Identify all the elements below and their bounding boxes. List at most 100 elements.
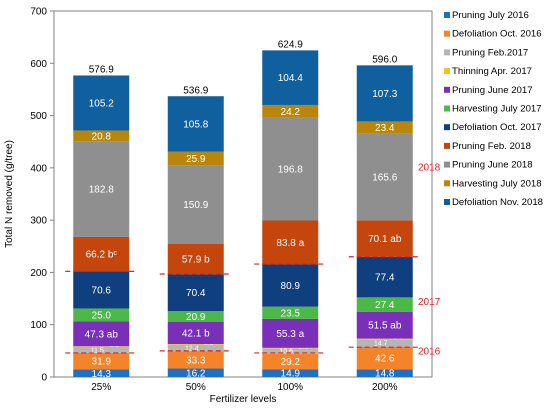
data-label: 23.4 xyxy=(375,123,395,134)
bar-segment xyxy=(262,220,319,265)
bar-segment xyxy=(262,318,319,348)
data-label: 55.3 a xyxy=(276,329,304,340)
legend-swatch xyxy=(444,30,450,37)
data-label: 14.7 xyxy=(374,341,388,348)
data-label: 33.3 xyxy=(186,355,206,366)
bar-segment xyxy=(73,130,130,142)
legend-swatch xyxy=(444,86,450,93)
data-label: 77.4 xyxy=(375,273,395,284)
total-label: 624.9 xyxy=(278,39,303,50)
y-tick-label: 500 xyxy=(30,111,47,122)
data-label: 42.1 b xyxy=(182,329,210,340)
data-label: 105.2 xyxy=(89,98,114,109)
data-label: 66.2 bᶜ xyxy=(86,250,118,261)
y-tick-label: 100 xyxy=(30,320,47,331)
data-label: 31.9 xyxy=(92,357,112,368)
year-annotation: 2018 xyxy=(418,162,441,173)
data-label: 80.9 xyxy=(281,281,301,292)
legend-label: Defoliation Oct. 2016 xyxy=(452,29,542,40)
bar-segment xyxy=(167,243,224,275)
bar-segment xyxy=(356,133,413,221)
data-label: 20.9 xyxy=(186,312,206,323)
legend-swatch xyxy=(444,124,450,131)
bar-segment xyxy=(167,151,224,166)
legend-swatch xyxy=(444,161,450,168)
legend-label: Defoliation Nov. 2018 xyxy=(452,197,543,208)
bar-segment xyxy=(356,346,413,370)
bar-segment xyxy=(167,344,224,345)
data-label: 14.9 xyxy=(281,369,301,380)
bar-segment xyxy=(73,321,130,347)
bar-segment xyxy=(73,308,130,322)
bar-segment xyxy=(167,321,224,345)
bar-segment xyxy=(167,165,224,244)
bar-segment xyxy=(167,368,224,377)
data-label: 10.6 xyxy=(279,349,293,356)
total-label: 576.9 xyxy=(89,64,114,75)
y-axis-title: Total N removed (g/tree) xyxy=(4,140,15,248)
bar-segment xyxy=(356,339,413,347)
data-label: 70.4 xyxy=(186,288,206,299)
bar-segment xyxy=(167,344,224,352)
legend-swatch xyxy=(444,49,450,56)
bar-segment xyxy=(167,96,224,152)
legend-label: Pruning June 2018 xyxy=(452,160,533,171)
data-label: 196.8 xyxy=(278,165,303,176)
bar-segment xyxy=(356,369,413,377)
legend-label: Pruning Feb. 2018 xyxy=(452,141,531,152)
data-label: 105.8 xyxy=(183,119,208,130)
bar-segment xyxy=(262,264,319,307)
data-label: 70.6 xyxy=(92,285,112,296)
bar-segment xyxy=(356,220,413,257)
data-label: 14.8 xyxy=(375,369,395,380)
legend-label: Defoliation Oct. 2017 xyxy=(452,122,542,133)
bar-segment xyxy=(356,121,413,134)
data-label: 27.4 xyxy=(375,300,395,311)
legend-label: Pruning July 2016 xyxy=(452,10,529,21)
legend-label: Pruning June 2017 xyxy=(452,85,533,96)
data-label: 12.4 xyxy=(185,345,199,352)
legend-swatch xyxy=(444,142,450,149)
legend-swatch xyxy=(444,199,450,205)
bar-segment xyxy=(262,369,319,377)
bar-segment xyxy=(356,65,413,122)
bar-segment xyxy=(262,117,319,221)
bar-segment xyxy=(73,236,130,272)
x-tick-label: 100% xyxy=(277,382,303,393)
y-tick-label: 0 xyxy=(41,373,47,384)
data-label: 57.9 b xyxy=(182,255,210,266)
legend-swatch xyxy=(444,180,450,187)
data-label: 150.9 xyxy=(183,200,208,211)
data-label: 23.5 xyxy=(281,308,301,319)
bar-segment xyxy=(262,353,319,370)
legend-swatch xyxy=(444,105,450,112)
bar-segment xyxy=(167,351,224,369)
y-tick-label: 300 xyxy=(30,216,47,227)
total-label: 536.9 xyxy=(183,85,208,96)
data-label: 42.6 xyxy=(375,354,395,365)
data-label: 20.8 xyxy=(92,131,112,142)
data-label: 25.9 xyxy=(186,154,206,165)
x-tick-label: 25% xyxy=(91,382,111,393)
data-label: 47.3 ab xyxy=(85,329,119,340)
year-annotation: 2017 xyxy=(418,297,441,308)
x-axis-title: Fertilizer levels xyxy=(210,394,277,405)
bar-segment xyxy=(356,256,413,298)
year-annotation: 2016 xyxy=(418,346,441,357)
legend-swatch xyxy=(444,68,450,75)
legend-label: Thinning Apr. 2017 xyxy=(452,66,532,77)
legend-label: Harvesting July 2018 xyxy=(452,178,542,189)
bar-segment xyxy=(262,104,319,118)
bar-segment xyxy=(73,369,130,377)
data-label: 24.2 xyxy=(281,107,301,118)
data-label: 51.5 ab xyxy=(368,321,402,332)
x-tick-label: 50% xyxy=(186,382,206,393)
bar-segment xyxy=(73,346,130,353)
legend-label: Pruning Feb.2017 xyxy=(452,47,528,58)
data-label: 16.2 xyxy=(186,368,206,379)
bar-segment xyxy=(262,50,319,105)
y-tick-label: 400 xyxy=(30,163,47,174)
data-label: 14.3 xyxy=(92,369,112,380)
